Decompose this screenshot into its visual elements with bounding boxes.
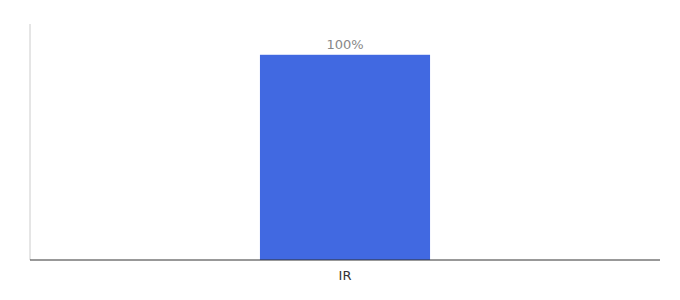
bars	[260, 55, 430, 260]
x-axis-line	[30, 260, 660, 261]
bar	[260, 55, 430, 260]
x-tick-label: IR	[339, 268, 352, 283]
data-label: 100%	[326, 37, 363, 52]
chart-container: IR 100%	[0, 0, 680, 300]
chart-svg: IR 100%	[0, 0, 680, 300]
y-axis-line	[30, 24, 31, 260]
